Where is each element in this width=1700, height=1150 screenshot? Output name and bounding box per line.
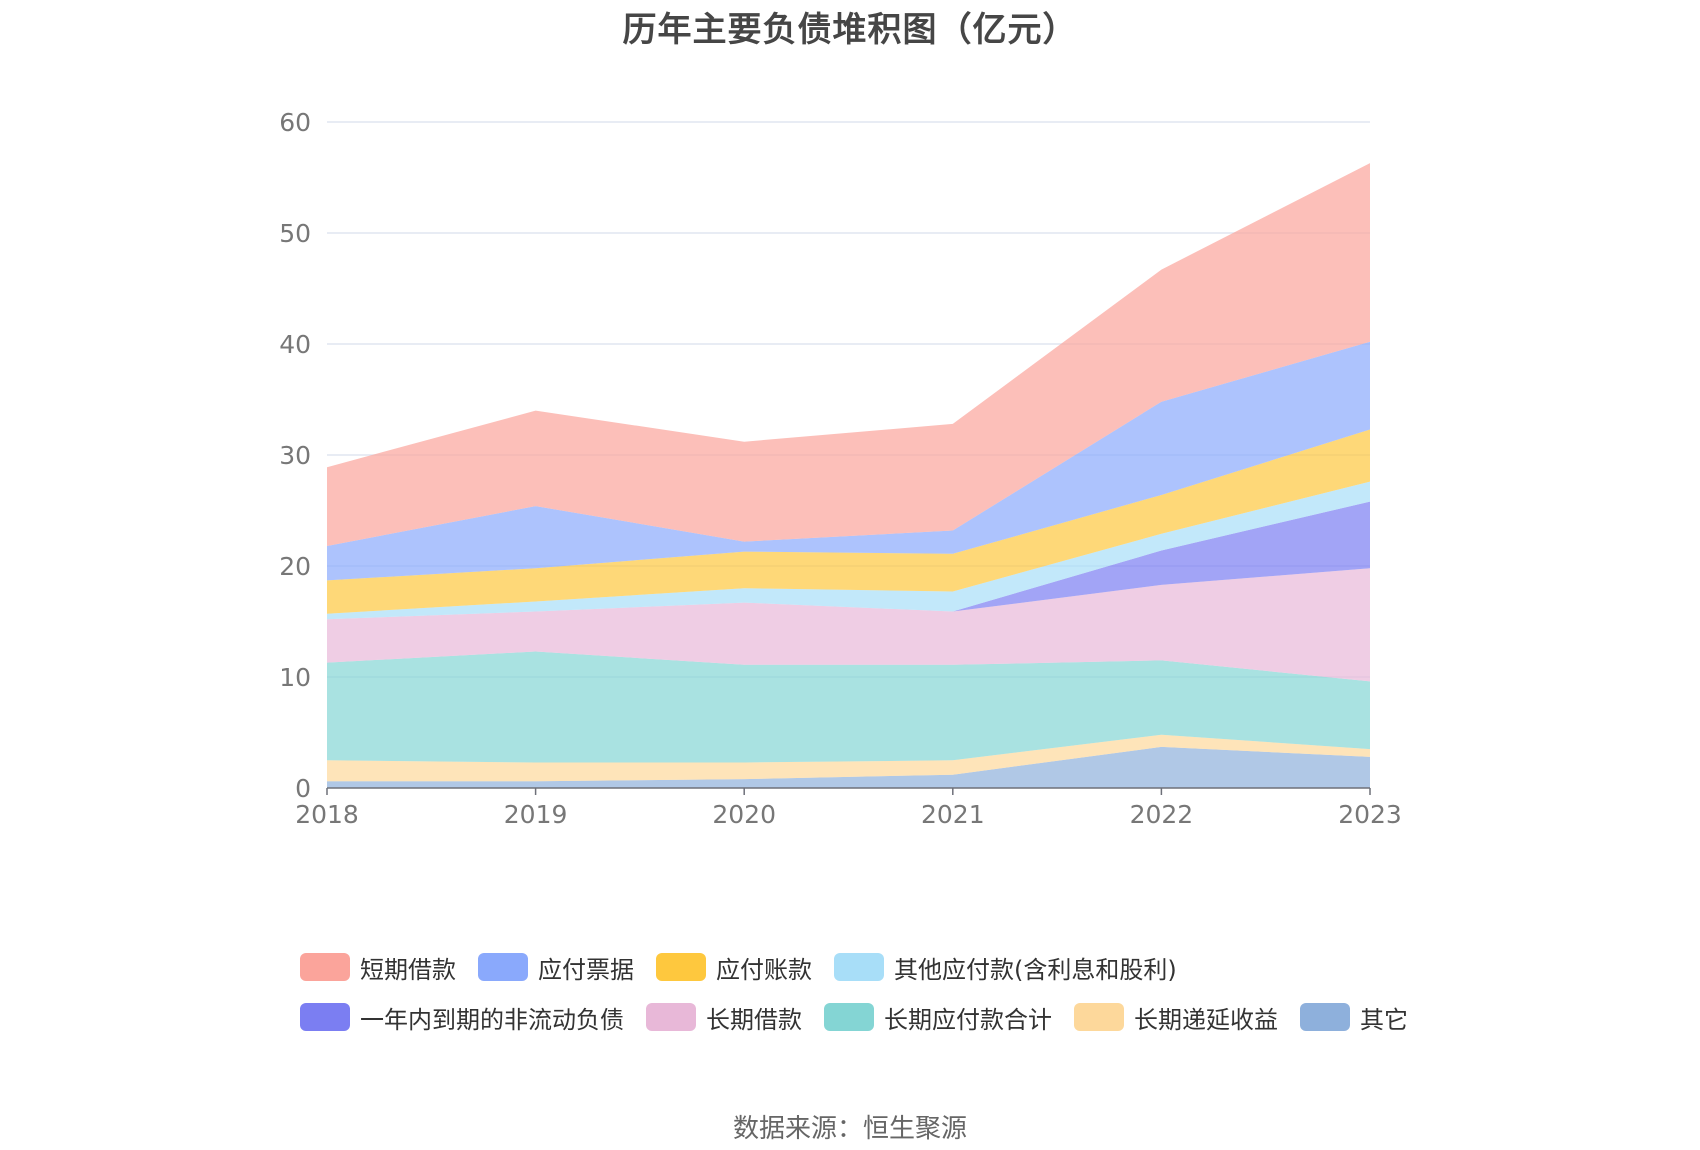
data-source-note: 数据来源：恒生聚源 [732,1114,967,1144]
area-一年内到期的非流动负债 [327,501,1370,620]
legend-swatch [300,1003,350,1031]
legend-item[interactable]: 长期借款 [646,1002,802,1034]
legend-label: 应付票据 [538,955,634,984]
y-tick-label: 50 [279,219,311,248]
y-tick-label: 10 [279,663,311,692]
x-tick-label: 2020 [712,800,776,829]
legend-item[interactable]: 短期借款 [300,952,456,984]
legend-label: 其它 [1360,1005,1408,1034]
chart-title: 历年主要负债堆积图（亿元） [622,10,1078,50]
legend-swatch [478,953,528,981]
area-应付账款 [327,429,1370,614]
legend-label: 短期借款 [360,955,456,984]
x-tick-label: 2019 [504,800,568,829]
y-tick-label: 60 [279,108,311,137]
legend-item[interactable]: 其它 [1300,1002,1408,1034]
x-tick-label: 2023 [1338,800,1402,829]
area-长期借款 [327,568,1370,682]
stacked-area-chart: 0 10 20 30 40 50 60 2018 2019 2020 2021 2022 2023 [279,108,1402,829]
y-tick-label: 20 [279,552,311,581]
area-其他应付款(含利息和股利) [327,481,1370,620]
y-tick-label: 30 [279,441,311,470]
legend-label: 其他应付款(含利息和股利) [894,955,1177,984]
legend-swatch [300,953,350,981]
legend-item[interactable]: 一年内到期的非流动负债 [300,1002,624,1034]
legend-label: 长期借款 [706,1005,802,1034]
legend-swatch [834,953,884,981]
legend-item[interactable]: 其他应付款(含利息和股利) [834,952,1177,984]
legend-item[interactable]: 长期应付款合计 [824,1002,1052,1034]
legend-item[interactable]: 应付账款 [656,952,812,984]
chart-legend: 短期借款 应付票据 应付账款 其他应付款(含利息和股利) 一年内到期的非流动负债 长期借款… [300,952,1450,1034]
area-长期应付款合计 [327,651,1370,763]
legend-label: 一年内到期的非流动负债 [360,1005,624,1034]
y-tick-label: 0 [295,774,311,803]
legend-swatch [646,1003,696,1031]
x-tick-label: 2022 [1130,800,1194,829]
legend-item[interactable]: 应付票据 [478,952,634,984]
y-tick-label: 40 [279,330,311,359]
legend-swatch [824,1003,874,1031]
legend-item[interactable]: 长期递延收益 [1074,1002,1278,1034]
legend-label: 长期递延收益 [1134,1005,1278,1034]
x-tick-label: 2021 [921,800,985,829]
legend-swatch [1300,1003,1350,1031]
area-短期借款 [327,163,1370,546]
area-其它 [327,746,1370,788]
legend-label: 长期应付款合计 [884,1005,1052,1034]
area-应付票据 [327,341,1370,581]
legend-swatch [656,953,706,981]
area-长期递延收益 [327,734,1370,782]
legend-swatch [1074,1003,1124,1031]
x-tick-label: 2018 [295,800,359,829]
legend-label: 应付账款 [716,955,812,984]
